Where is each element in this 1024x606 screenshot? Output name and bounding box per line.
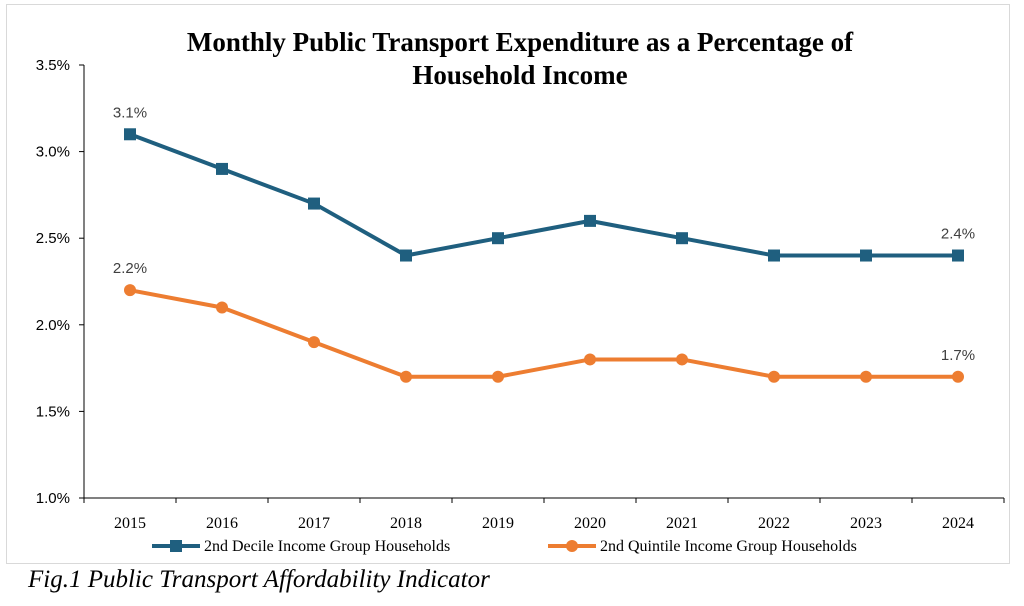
data-point-square <box>768 249 780 262</box>
data-point-circle <box>768 370 780 383</box>
data-point-square <box>308 197 320 210</box>
chart-title: Monthly Public Transport Expenditure as … <box>80 26 960 92</box>
x-tick-label: 2024 <box>942 515 974 532</box>
y-tick-label: 3.5% <box>36 57 70 74</box>
x-tick-label: 2015 <box>114 515 146 532</box>
x-tick-label: 2020 <box>574 515 606 532</box>
data-point-circle <box>860 370 872 383</box>
x-tick-label: 2023 <box>850 515 882 532</box>
data-point-circle <box>676 353 688 366</box>
data-point-circle <box>216 301 228 314</box>
data-point-square <box>952 249 964 262</box>
series-line-1 <box>129 132 958 258</box>
legend-marker-circle <box>566 540 578 552</box>
data-point-square <box>124 128 136 141</box>
data-point-circle <box>952 370 964 383</box>
y-tick-label: 1.0% <box>36 490 70 507</box>
legend-marker-square <box>170 540 182 552</box>
data-point-circle <box>124 284 136 297</box>
data-point-square <box>400 249 412 262</box>
data-point-square <box>676 232 688 245</box>
legend-label-1: 2nd Decile Income Group Households <box>204 538 450 555</box>
data-label: 2.4% <box>941 226 975 243</box>
data-point-square <box>584 214 596 227</box>
data-label: 3.1% <box>113 104 147 121</box>
x-tick-label: 2017 <box>298 515 330 532</box>
data-point-circle <box>492 370 504 383</box>
chart-title-line-2: Household Income <box>412 60 628 90</box>
data-point-square <box>860 249 872 262</box>
x-tick-label: 2016 <box>206 515 238 532</box>
legend-label-2: 2nd Quintile Income Group Households <box>600 538 857 555</box>
y-tick-label: 2.5% <box>36 230 70 247</box>
y-tick-label: 2.0% <box>36 317 70 334</box>
x-tick-label: 2022 <box>758 515 790 532</box>
x-tick-label: 2018 <box>390 515 422 532</box>
data-point-circle <box>400 370 412 383</box>
data-point-square <box>492 232 504 245</box>
line-chart: 1.0% 1.5% 2.0% 2.5% 3.0% 3.5% 2015 2016 2017 2018… <box>36 57 1005 555</box>
x-tick-label: 2019 <box>482 515 514 532</box>
data-point-circle <box>308 336 320 349</box>
y-tick-label: 1.5% <box>36 403 70 420</box>
chart-title-line-1: Monthly Public Transport Expenditure as … <box>186 27 854 57</box>
data-label: 2.2% <box>113 260 147 277</box>
chart-frame <box>6 4 1010 564</box>
data-point-square <box>216 162 228 175</box>
data-point-circle <box>584 353 596 366</box>
x-tick-label: 2021 <box>666 515 698 532</box>
series-line-2 <box>129 288 958 379</box>
figure-caption: Fig.1 Public Transport Affordability Ind… <box>28 566 490 593</box>
y-tick-label: 3.0% <box>36 144 70 161</box>
data-label: 1.7% <box>941 347 975 364</box>
